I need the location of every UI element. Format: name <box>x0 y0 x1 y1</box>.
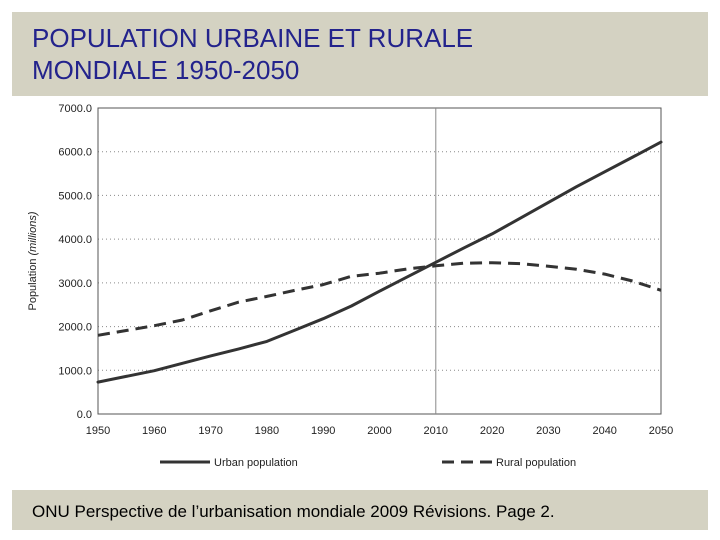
x-tick-label: 1970 <box>198 425 222 437</box>
x-tick-label: 1980 <box>255 425 279 437</box>
x-tick-label: 2020 <box>480 425 504 437</box>
rural-population-line <box>97 261 662 337</box>
x-tick-label: 2050 <box>649 425 673 437</box>
y-tick-label: 0.0 <box>77 409 92 421</box>
x-tick-label: 2000 <box>367 425 391 437</box>
y-tick-label: 7000.0 <box>58 103 92 115</box>
x-tick-label: 1990 <box>311 425 335 437</box>
title-band: POPULATION URBAINE ET RURALE MONDIALE 19… <box>12 12 708 96</box>
urban-legend-label: Urban population <box>214 457 298 469</box>
y-tick-label: 2000.0 <box>58 322 92 334</box>
y-tick-label: 4000.0 <box>58 234 92 246</box>
y-tick-label: 3000.0 <box>58 278 92 290</box>
x-tick-label: 2010 <box>424 425 448 437</box>
y-axis-label-unit: (millions) <box>27 211 39 255</box>
plot-frame <box>97 107 662 415</box>
y-tick-label: 5000.0 <box>58 190 92 202</box>
y-tick-label: 1000.0 <box>58 365 92 377</box>
x-tick-label: 1950 <box>86 425 110 437</box>
x-tick-label: 2040 <box>592 425 616 437</box>
x-tick-label: 1960 <box>142 425 166 437</box>
slide-title: POPULATION URBAINE ET RURALE MONDIALE 19… <box>32 23 474 85</box>
y-axis-label-prefix: Population <box>27 255 39 310</box>
footer-band: ONU Perspective de l’urbanisation mondia… <box>12 490 708 530</box>
source-note: ONU Perspective de l’urbanisation mondia… <box>32 502 555 521</box>
urban-population-line <box>96 140 663 384</box>
y-tick-label: 6000.0 <box>58 147 92 159</box>
chart-area: 0.0 1000.0 2000.0 3000.0 4000.0 5000.0 6000.0 7… <box>12 96 708 490</box>
rural-legend-label: Rural population <box>496 457 576 469</box>
population-line-chart: 0.0 1000.0 2000.0 3000.0 4000.0 5000.0 6000.0 7… <box>27 103 673 469</box>
y-axis-label: Population (millions) <box>27 211 39 310</box>
x-tick-label: 2030 <box>536 425 560 437</box>
